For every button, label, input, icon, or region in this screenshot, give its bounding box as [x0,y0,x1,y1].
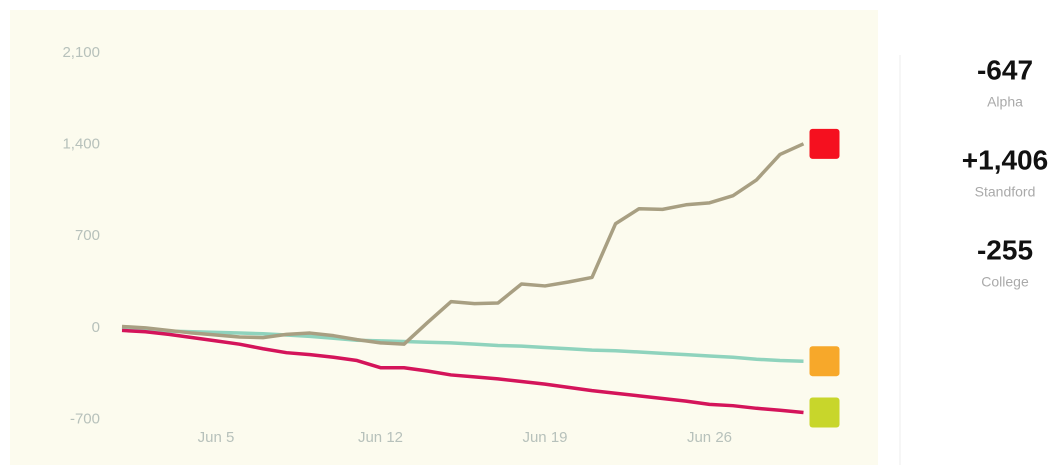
line [121,326,804,363]
line [121,328,804,415]
y-tick-label: 0 [92,319,100,336]
x-tick-label: Jun 19 [522,429,567,446]
logo [809,397,840,428]
summary-name: Standford [975,184,1036,200]
summary-name: Alpha [987,94,1023,110]
line [121,142,805,346]
summary-value: -647 [977,54,1033,85]
summary-value: +1,406 [962,144,1048,175]
y-tick-label: 1,400 [62,136,100,153]
x-tick-label: Jun 26 [687,429,732,446]
summary-value: -255 [977,234,1033,265]
x-tick-label: Jun 12 [358,429,403,446]
summary-name: College [981,274,1029,290]
logo [809,128,840,159]
x-tick-label: Jun 5 [198,429,235,446]
logo [809,346,840,377]
y-tick-label: 700 [75,227,100,244]
y-tick-label: -700 [70,410,100,427]
plot-background [10,10,878,465]
y-tick-label: 2,100 [62,44,100,61]
